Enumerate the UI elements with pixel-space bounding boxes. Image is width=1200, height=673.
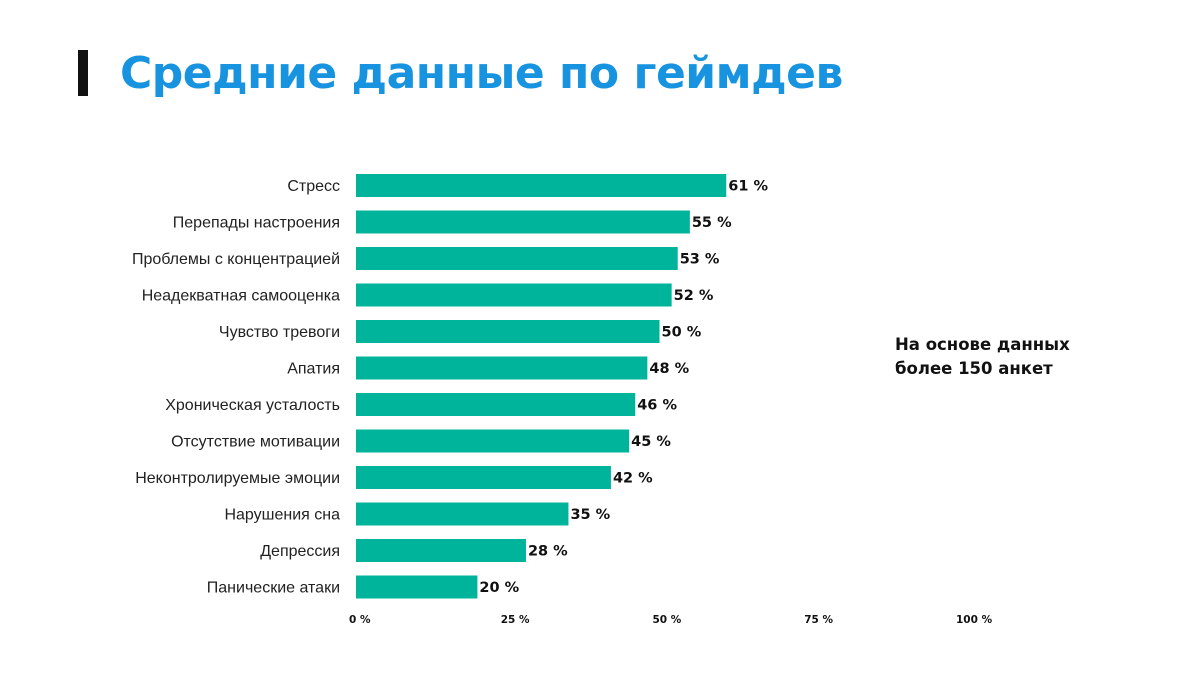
- page-title: Средние данные по геймдев: [120, 48, 843, 99]
- bar: [356, 466, 611, 489]
- bar: [356, 210, 690, 234]
- note-line-2: более 150 анкет: [895, 359, 1053, 378]
- bar: [356, 429, 630, 453]
- x-tick-label: 75 %: [804, 614, 833, 626]
- category-label: Нарушения сна: [224, 507, 340, 524]
- value-label: 28 %: [528, 544, 568, 560]
- x-tick-label: 0 %: [349, 614, 371, 626]
- category-label: Хроническая усталость: [165, 397, 340, 414]
- value-label: 48 %: [649, 361, 689, 377]
- value-label: 45 %: [631, 434, 671, 450]
- bar: [356, 283, 672, 307]
- bar: [356, 174, 727, 197]
- category-label: Стресс: [287, 178, 340, 195]
- x-tick-label: 100 %: [956, 614, 993, 626]
- category-label: Проблемы с концентрацией: [132, 251, 340, 268]
- bar: [356, 502, 569, 526]
- value-label: 55 %: [692, 215, 732, 231]
- value-label: 53 %: [680, 252, 720, 268]
- value-label: 42 %: [613, 471, 653, 487]
- value-label: 46 %: [637, 398, 677, 414]
- category-label: Чувство тревоги: [219, 324, 340, 341]
- bar: [356, 575, 478, 599]
- note-line-1: На основе данных: [895, 335, 1070, 354]
- category-label: Неадекватная самооценка: [142, 288, 340, 305]
- data-source-note: На основе данных более 150 анкет: [895, 333, 1070, 381]
- category-label: Депрессия: [260, 543, 340, 560]
- category-label: Панические атаки: [207, 580, 340, 597]
- value-label: 61 %: [728, 179, 768, 195]
- value-label: 50 %: [662, 325, 702, 341]
- category-label: Апатия: [287, 361, 340, 378]
- title-marker: [78, 50, 88, 96]
- category-label: Перепады настроения: [173, 215, 340, 232]
- value-label: 52 %: [674, 288, 714, 304]
- x-tick-label: 25 %: [501, 614, 530, 626]
- x-tick-label: 50 %: [653, 614, 682, 626]
- bar: [356, 539, 526, 562]
- category-label: Неконтролируемые эмоции: [135, 470, 340, 487]
- bar: [356, 393, 636, 416]
- bar: [356, 356, 648, 380]
- value-label: 20 %: [479, 580, 519, 596]
- bar: [356, 320, 660, 343]
- value-label: 35 %: [570, 507, 610, 523]
- category-label: Отсутствие мотивации: [171, 434, 340, 451]
- bar: [356, 247, 678, 270]
